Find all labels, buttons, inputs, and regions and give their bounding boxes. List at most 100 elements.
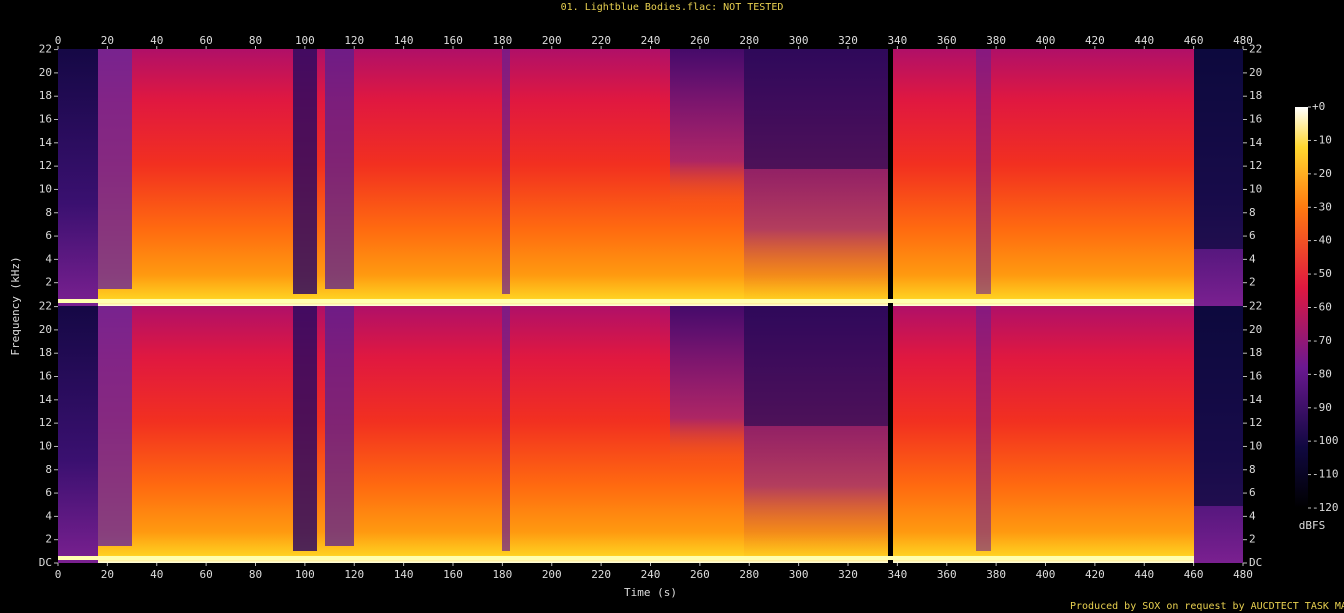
x-tick-label: 140	[394, 34, 414, 47]
x-tick-label: 240	[641, 568, 661, 581]
x-tick-label: 300	[789, 568, 809, 581]
x-tick-label: 60	[200, 568, 213, 581]
x-tick-label: 240	[641, 34, 661, 47]
chart-title: 01. Lightblue Bodies.flac: NOT TESTED	[561, 2, 784, 13]
x-tick-label: 100	[295, 34, 315, 47]
y-tick-label: 16	[39, 370, 52, 383]
y-tick-label: 18	[39, 89, 52, 102]
x-tick-label: 360	[937, 568, 957, 581]
colorbar-tick-label: -70	[1312, 334, 1332, 347]
y-tick-label-right: 16	[1249, 113, 1262, 126]
y-tick-label-right: 22	[1249, 300, 1262, 313]
y-tick-label-right: 18	[1249, 346, 1262, 359]
x-tick-label: 420	[1085, 568, 1105, 581]
y-tick-label: 4	[45, 509, 52, 522]
x-tick-label: 280	[739, 568, 759, 581]
x-tick-label: 420	[1085, 34, 1105, 47]
x-tick-label: 440	[1134, 34, 1154, 47]
colorbar-tick-label: -80	[1312, 367, 1332, 380]
colorbar-label: dBFS	[1299, 519, 1326, 532]
x-tick-label: 380	[986, 34, 1006, 47]
colorbar-tick-label: -110	[1312, 468, 1339, 481]
y-tick-label: 20	[39, 66, 52, 79]
y-tick-label-right: 14	[1249, 393, 1263, 406]
x-axis-label: Time (s)	[624, 586, 677, 599]
x-tick-label: 220	[591, 34, 611, 47]
x-tick-label: 460	[1184, 568, 1204, 581]
x-tick-label: 320	[838, 34, 858, 47]
y-tick-label: 18	[39, 346, 52, 359]
y-tick-label-right: 4	[1249, 252, 1256, 265]
colorbar-tick-label: -50	[1312, 267, 1332, 280]
y-tick-label-right: 8	[1249, 206, 1256, 219]
colorbar-tick-label: -40	[1312, 234, 1332, 247]
x-tick-label: 180	[492, 568, 512, 581]
y-tick-label: 12	[39, 159, 52, 172]
y-tick-label: 8	[45, 206, 52, 219]
y-tick-label-right: DC	[1249, 556, 1262, 569]
colorbar	[1295, 107, 1308, 508]
x-tick-label: 0	[55, 34, 62, 47]
x-tick-label: 400	[1036, 568, 1056, 581]
x-tick-label: 220	[591, 568, 611, 581]
x-tick-label: 340	[887, 34, 907, 47]
y-tick-label: 14	[39, 136, 53, 149]
colorbar-tick-label: -60	[1312, 301, 1332, 314]
y-tick-label-right: 6	[1249, 229, 1256, 242]
y-tick-label-right: 10	[1249, 182, 1262, 195]
colorbar-tick-label: -90	[1312, 401, 1332, 414]
x-tick-label: 380	[986, 568, 1006, 581]
y-tick-label: 2	[45, 533, 52, 546]
x-tick-label: 480	[1233, 34, 1253, 47]
y-tick-label: 2	[45, 276, 52, 289]
y-tick-label-right: 22	[1249, 43, 1262, 56]
y-axis-label: Frequency (kHz)	[9, 256, 22, 355]
y-tick-label: 10	[39, 439, 52, 452]
x-tick-label: 340	[887, 568, 907, 581]
x-tick-label: 120	[344, 34, 364, 47]
y-tick-label: 4	[45, 252, 52, 265]
y-tick-label-right: 20	[1249, 323, 1262, 336]
x-tick-label: 60	[200, 34, 213, 47]
x-tick-label: 200	[542, 34, 562, 47]
y-tick-label: 8	[45, 463, 52, 476]
x-tick-label: 400	[1036, 34, 1056, 47]
y-tick-label: 20	[39, 323, 52, 336]
x-tick-label: 200	[542, 568, 562, 581]
spectrogram-right	[58, 306, 1243, 563]
y-tick-label-right: 2	[1249, 533, 1256, 546]
colorbar-tick-label: +0	[1312, 100, 1325, 113]
x-tick-label: 260	[690, 34, 710, 47]
x-tick-label: 40	[150, 34, 163, 47]
y-tick-label: 6	[45, 486, 52, 499]
colorbar-tick-label: -20	[1312, 167, 1332, 180]
y-tick-label-right: 20	[1249, 66, 1262, 79]
y-tick-label-right: 18	[1249, 89, 1262, 102]
x-tick-label: 20	[101, 568, 114, 581]
x-tick-label: 300	[789, 34, 809, 47]
y-tick-label: 10	[39, 182, 52, 195]
colorbar-tick-label: -10	[1312, 133, 1332, 146]
y-tick-label: 22	[39, 300, 52, 313]
y-tick-label: 12	[39, 416, 52, 429]
y-tick-label-right: 16	[1249, 370, 1262, 383]
x-tick-label: 40	[150, 568, 163, 581]
colorbar-tick-label: -100	[1312, 434, 1339, 447]
y-tick-label: 14	[39, 393, 53, 406]
x-tick-label: 160	[443, 34, 463, 47]
x-tick-label: 460	[1184, 34, 1204, 47]
x-tick-label: 320	[838, 568, 858, 581]
x-tick-label: 80	[249, 34, 262, 47]
colorbar-tick-label: -30	[1312, 200, 1332, 213]
y-tick-label-right: 12	[1249, 416, 1262, 429]
y-tick-label-right: 14	[1249, 136, 1263, 149]
x-tick-label: 100	[295, 568, 315, 581]
x-tick-label: 280	[739, 34, 759, 47]
x-tick-label: 140	[394, 568, 414, 581]
y-tick-label-right: 4	[1249, 509, 1256, 522]
x-tick-label: 80	[249, 568, 262, 581]
x-tick-label: 480	[1233, 568, 1253, 581]
y-tick-label: 16	[39, 113, 52, 126]
y-tick-label: 6	[45, 229, 52, 242]
